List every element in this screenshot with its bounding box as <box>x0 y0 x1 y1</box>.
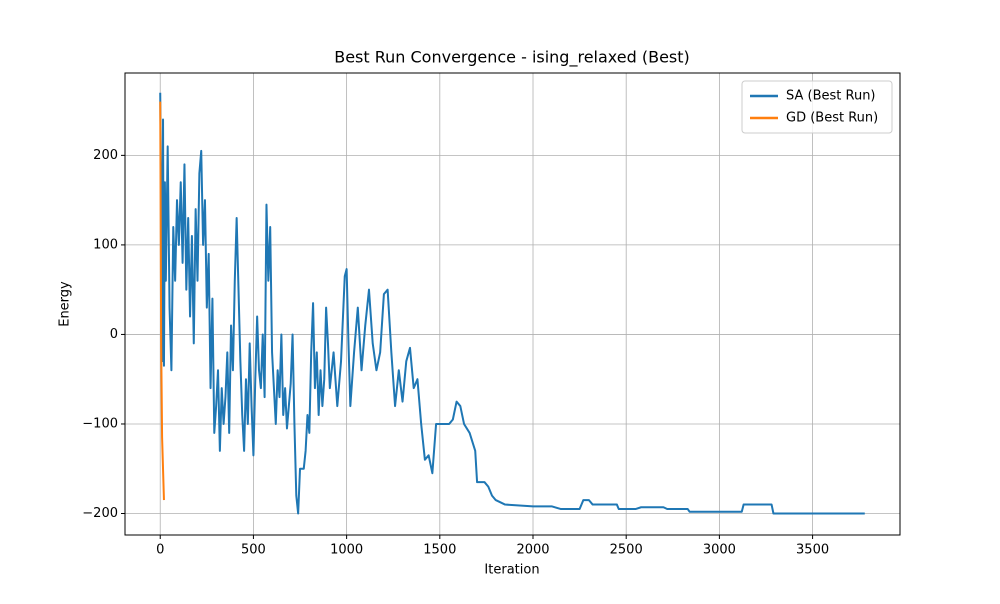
x-tick-label: 2500 <box>610 543 643 558</box>
x-tick-label: 3500 <box>796 543 829 558</box>
legend-label: GD (Best Run) <box>786 111 878 126</box>
x-tick-label: 0 <box>156 543 164 558</box>
x-tick-label: 3000 <box>703 543 736 558</box>
y-tick-label: 200 <box>93 148 118 163</box>
x-tick-label: 500 <box>241 543 266 558</box>
y-tick-label: 100 <box>93 237 118 252</box>
line-series <box>159 92 865 515</box>
plot-frame <box>124 72 901 536</box>
x-tick-label: 1500 <box>423 543 456 558</box>
x-axis-label: Iteration <box>484 563 539 578</box>
legend-label: SA (Best Run) <box>786 89 876 104</box>
y-tick-label: −200 <box>82 506 118 521</box>
y-tick-label: 0 <box>110 327 118 342</box>
legend-box <box>741 80 893 134</box>
x-tick-label: 1000 <box>330 543 363 558</box>
line-series <box>159 101 165 501</box>
y-axis-label: Energy <box>58 281 73 327</box>
chart-title: Best Run Convergence - ising_relaxed (Be… <box>334 48 690 68</box>
x-tick-label: 2000 <box>516 543 549 558</box>
y-tick-label: −100 <box>82 416 118 431</box>
